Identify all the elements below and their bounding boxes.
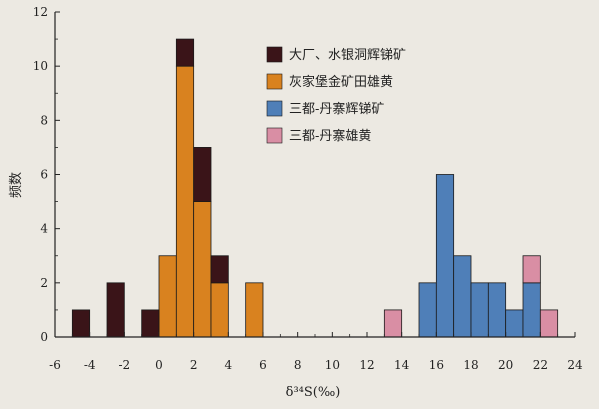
x-tick-label: 18 — [463, 358, 478, 372]
y-tick-label: 8 — [40, 113, 48, 127]
legend-label: 大厂、水银洞辉锑矿 — [289, 48, 406, 63]
legend-label: 灰家堡金矿田雄黄 — [289, 74, 393, 90]
x-axis-title: δ³⁴S(‰) — [286, 385, 341, 400]
x-tick-label: 6 — [259, 358, 267, 372]
legend-swatch — [266, 73, 283, 90]
x-tick-label: 8 — [294, 358, 302, 372]
x-tick-label: 4 — [225, 358, 233, 372]
x-tick-label: 16 — [429, 358, 444, 372]
bar-灰家堡金矿田雄黄-bin-1 — [175, 65, 195, 338]
bar-三都-丹寨辉锑矿-bin-16 — [435, 174, 455, 338]
bar-三都-丹寨辉锑矿-bin-15 — [418, 282, 437, 338]
legend-swatch — [266, 127, 283, 144]
bar-三都-丹寨辉锑矿-bin-18 — [470, 282, 489, 338]
bar-大厂、水银洞辉锑矿-bin--3 — [106, 282, 125, 338]
bar-大厂、水银洞辉锑矿-bin-2 — [193, 147, 212, 202]
y-tick-label: 0 — [40, 330, 48, 344]
legend-label: 三都-丹寨辉锑矿 — [289, 101, 384, 117]
x-tick-label: -2 — [118, 358, 130, 372]
x-tick-label: 22 — [533, 358, 548, 372]
x-tick-label: 0 — [155, 358, 163, 372]
bar-三都-丹寨雄黄-bin-13 — [383, 309, 403, 338]
y-tick-label: 12 — [33, 5, 48, 19]
bar-灰家堡金矿田雄黄-bin-3 — [210, 282, 229, 338]
legend-swatch — [266, 100, 283, 117]
x-tick-label: -6 — [49, 358, 61, 372]
bar-大厂、水银洞辉锑矿-bin--5 — [71, 309, 91, 338]
x-tick-label: 14 — [394, 358, 410, 372]
y-tick-label: 6 — [40, 168, 48, 182]
y-tick-label: 10 — [33, 59, 48, 73]
bar-三都-丹寨雄黄-bin-21 — [522, 255, 541, 284]
x-tick-label: -4 — [84, 358, 96, 372]
bar-大厂、水银洞辉锑矿-bin-1 — [175, 38, 195, 67]
bar-三都-丹寨辉锑矿-bin-21 — [522, 282, 541, 338]
x-tick-label: 12 — [359, 358, 374, 372]
x-tick-label: 10 — [325, 358, 340, 372]
bar-三都-丹寨雄黄-bin-22 — [539, 309, 559, 338]
y-axis-title: 频数 — [9, 172, 24, 198]
bar-灰家堡金矿田雄黄-bin-5 — [245, 282, 264, 338]
bar-灰家堡金矿田雄黄-bin-2 — [193, 201, 212, 338]
x-tick-label: 20 — [498, 358, 513, 372]
x-tick-label: 24 — [567, 358, 583, 372]
legend-swatch — [266, 46, 283, 63]
y-tick-label: 2 — [40, 276, 48, 290]
legend-label: 三都-丹寨雄黄 — [289, 128, 371, 144]
bar-大厂、水银洞辉锑矿-bin-3 — [210, 255, 229, 284]
x-tick-label: 2 — [190, 358, 198, 372]
bar-三都-丹寨辉锑矿-bin-17 — [453, 255, 472, 338]
y-tick-label: 4 — [40, 222, 48, 236]
bar-三都-丹寨辉锑矿-bin-19 — [487, 282, 507, 338]
bar-灰家堡金矿田雄黄-bin-0 — [158, 255, 177, 338]
bar-大厂、水银洞辉锑矿-bin--1 — [141, 309, 160, 338]
bar-三都-丹寨辉锑矿-bin-20 — [505, 309, 524, 338]
